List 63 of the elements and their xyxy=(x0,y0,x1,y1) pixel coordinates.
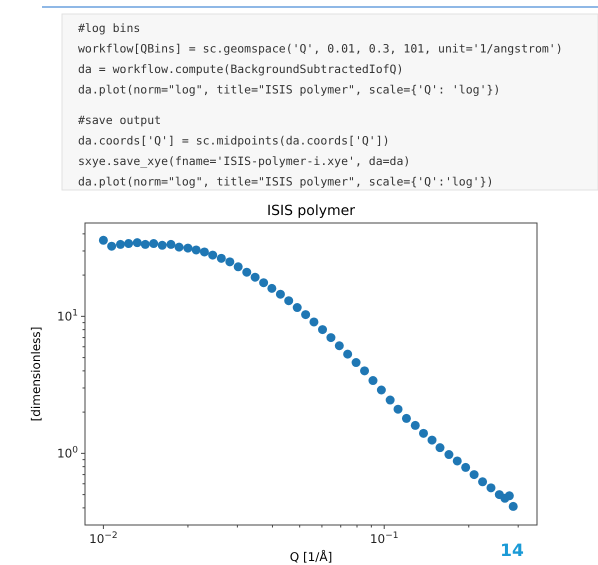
text: workflow[QBins] = sc.geomspace('Q', 0.01, 0.3, 101, unit='1/angstrom') xyxy=(78,42,563,56)
point xyxy=(276,290,285,299)
chart-title: ISIS polymer xyxy=(266,203,356,219)
point xyxy=(200,247,209,256)
point xyxy=(410,420,420,430)
point xyxy=(360,366,370,376)
point xyxy=(216,254,226,263)
x-tick-label: 10$^{−1}$ xyxy=(370,531,398,546)
point xyxy=(436,443,444,452)
text: da = workflow.compute(BackgroundSubtractedIofQ) xyxy=(78,62,404,76)
point xyxy=(98,236,108,245)
point xyxy=(352,358,361,368)
point xyxy=(386,396,395,405)
point xyxy=(225,257,234,266)
point xyxy=(259,278,268,288)
point xyxy=(402,414,411,423)
point xyxy=(452,456,462,466)
point xyxy=(242,268,252,277)
point xyxy=(284,296,294,306)
point xyxy=(318,325,328,334)
point xyxy=(418,428,428,438)
point xyxy=(208,250,218,260)
point xyxy=(250,272,260,282)
point xyxy=(267,284,276,293)
x-axis-title: Q [1/Å] xyxy=(290,549,332,564)
point xyxy=(107,242,116,251)
point xyxy=(368,376,378,386)
point xyxy=(394,404,403,414)
point xyxy=(334,341,344,350)
point xyxy=(116,240,125,249)
point xyxy=(461,462,470,472)
point xyxy=(309,317,318,326)
point xyxy=(376,386,386,394)
point xyxy=(192,245,201,254)
point xyxy=(326,333,336,342)
y-axis-title: [dimensionless] xyxy=(29,326,43,422)
text: #log bins xyxy=(78,21,140,35)
x-tick-label: 10$^{−2}$ xyxy=(89,531,118,546)
text: da.plot(norm="log", title="ISIS polymer", scale={'Q': 'log'}) xyxy=(78,82,500,96)
point xyxy=(166,240,176,249)
point xyxy=(444,450,454,460)
point xyxy=(301,310,310,320)
text: #save output xyxy=(78,113,162,127)
point xyxy=(183,244,192,253)
point xyxy=(486,483,496,492)
y-tick-label: 10$^{0}$ xyxy=(56,445,78,460)
point xyxy=(149,239,158,248)
point xyxy=(470,470,479,480)
point xyxy=(234,262,243,272)
text: da.coords['Q'] = sc.midpoints(da.coords['Q']) xyxy=(78,134,390,148)
point xyxy=(292,303,302,312)
y-tick-label: 10$^{1}$ xyxy=(56,308,78,324)
point xyxy=(478,477,488,486)
point xyxy=(140,240,150,249)
text: 14 xyxy=(500,541,524,561)
text: da.plot(norm="log", title="ISIS polymer", scale={'Q':'log'}) xyxy=(78,174,494,188)
point xyxy=(124,239,134,248)
point xyxy=(428,436,437,445)
point xyxy=(158,240,167,250)
text: sxye.save_xye(fname='ISIS-polymer-i.xye', da=da) xyxy=(78,154,410,168)
point xyxy=(174,242,184,252)
point xyxy=(132,238,142,248)
point xyxy=(343,350,352,359)
